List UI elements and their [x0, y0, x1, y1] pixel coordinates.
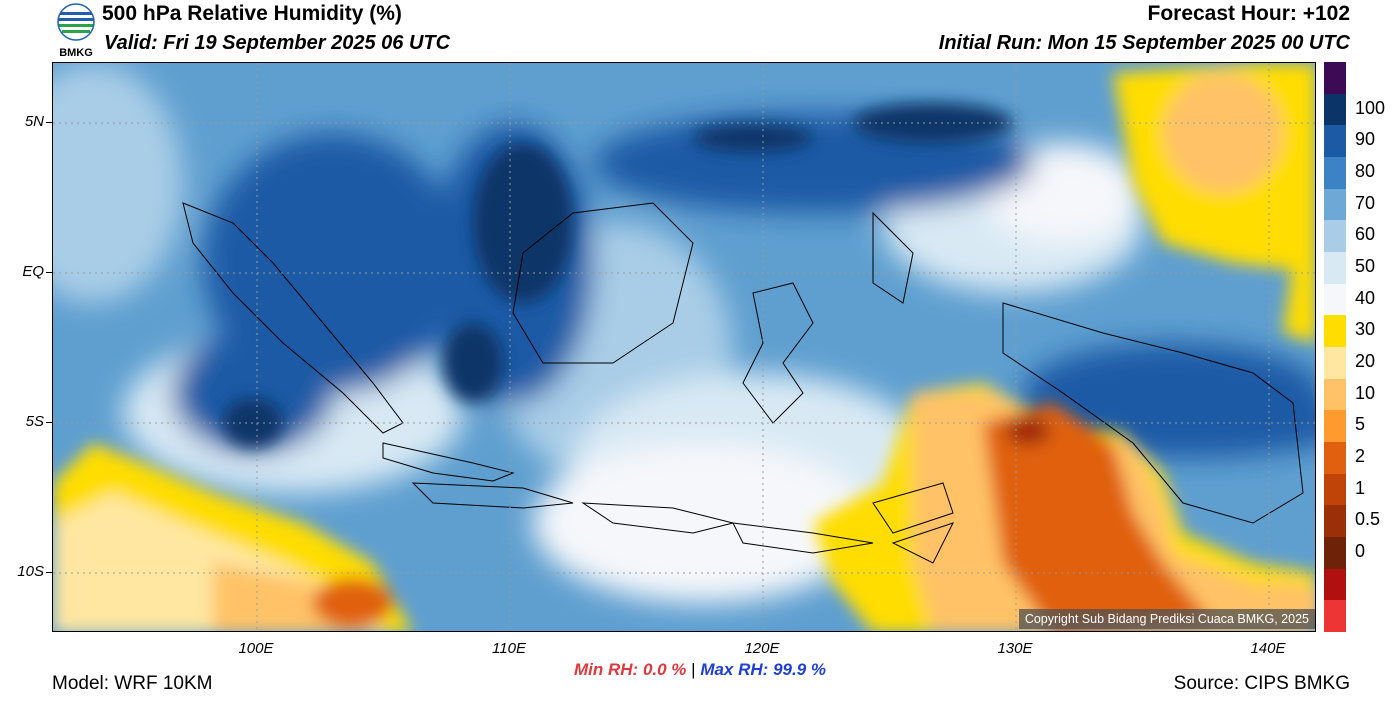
min-rh-label: Min RH:	[573, 660, 639, 679]
logo-text: BMKG	[59, 47, 93, 58]
lat-tick	[46, 122, 52, 123]
colorbar-swatch	[1324, 536, 1346, 569]
colorbar-label: 5	[1355, 414, 1366, 435]
lon-label-110e: 110E	[492, 640, 526, 657]
colorbar-label: 0.5	[1355, 509, 1381, 530]
bmkg-logo: BMKG	[52, 2, 100, 59]
colorbar-label: 70	[1355, 192, 1376, 213]
forecast-hour: Forecast Hour: +102	[1147, 2, 1351, 25]
colorbar-swatch	[1324, 473, 1346, 506]
colorbar-label: 30	[1355, 319, 1376, 340]
lat-label-eq: EQ	[22, 263, 44, 280]
lon-label-130e: 130E	[997, 640, 1033, 657]
colorbar-swatch	[1324, 346, 1346, 379]
lat-tick	[46, 272, 52, 273]
valid-time: Valid: Fri 19 September 2025 06 UTC	[104, 32, 451, 54]
humidity-map[interactable]: Copyright Sub Bidang Prediksi Cuaca BMKG…	[52, 62, 1316, 632]
colorbar-swatch	[1324, 156, 1346, 189]
stats-separator: |	[691, 660, 696, 679]
lon-label-100e: 100E	[238, 640, 274, 657]
colorbar-label: 0	[1355, 540, 1366, 561]
colorbar-swatch	[1324, 220, 1346, 252]
colorbar-swatch	[1324, 62, 1346, 94]
colorbar-label: 1	[1355, 477, 1366, 498]
colorbar-swatch	[1324, 251, 1346, 284]
colorbar-swatch	[1324, 600, 1346, 632]
max-rh-value: 99.9 %	[773, 660, 826, 679]
lat-label-10s: 10S	[17, 563, 44, 580]
lat-tick	[46, 572, 52, 573]
colorbar-swatch	[1324, 410, 1346, 442]
colorbar-swatch	[1324, 378, 1346, 411]
lat-label-5n: 5N	[24, 113, 44, 130]
colorbar-label: 10	[1355, 382, 1376, 403]
colorbar-swatch	[1324, 441, 1346, 474]
colorbar-swatch	[1324, 568, 1346, 601]
copyright-notice: Copyright Sub Bidang Prediksi Cuaca BMKG…	[1018, 609, 1315, 629]
source-info: Source: CIPS BMKG	[1173, 673, 1350, 694]
colorbar-label: 60	[1355, 224, 1376, 245]
lat-tick	[46, 422, 52, 423]
colorbar-label: 100	[1355, 97, 1386, 118]
max-rh-label: Max RH:	[700, 660, 769, 679]
colorbar-label: 20	[1355, 350, 1376, 371]
colorbar-label: 80	[1355, 160, 1376, 181]
colorbar-swatch	[1324, 125, 1346, 157]
lat-label-5s: 5S	[25, 413, 44, 430]
colorbar-label: 50	[1355, 255, 1376, 276]
humidity-field	[53, 63, 1315, 631]
lon-label-140e: 140E	[1250, 640, 1286, 657]
colorbar-swatch	[1324, 93, 1346, 126]
colorbar-label: 2	[1355, 445, 1366, 466]
initial-run: Initial Run: Mon 15 September 2025 00 UT…	[938, 32, 1350, 54]
rh-stats: Min RH: 0.0 % | Max RH: 99.9 %	[0, 660, 1400, 680]
colorbar	[1324, 62, 1346, 632]
graticule	[53, 63, 1315, 631]
min-rh-value: 0.0 %	[642, 660, 687, 679]
colorbar-swatch	[1324, 505, 1346, 537]
coastlines	[182, 202, 1304, 564]
map-title: 500 hPa Relative Humidity (%)	[102, 2, 402, 25]
lon-label-120e: 120E	[744, 640, 780, 657]
colorbar-swatch	[1324, 315, 1346, 347]
colorbar-swatch	[1324, 283, 1346, 316]
colorbar-swatch	[1324, 188, 1346, 221]
model-info: Model: WRF 10KM	[52, 673, 213, 694]
colorbar-label: 90	[1355, 129, 1376, 150]
colorbar-label: 40	[1355, 287, 1376, 308]
